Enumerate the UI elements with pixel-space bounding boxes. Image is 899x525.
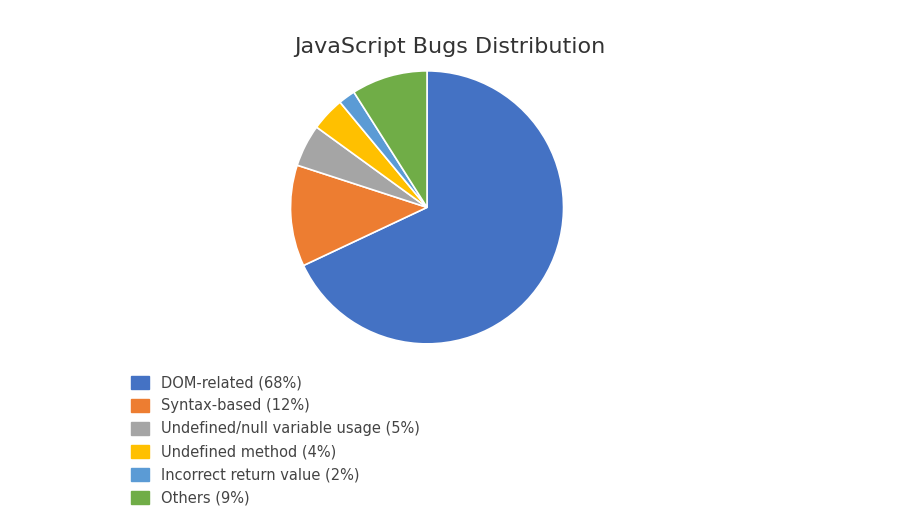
Legend: DOM-related (68%), Syntax-based (12%), Undefined/null variable usage (5%), Undef: DOM-related (68%), Syntax-based (12%), U… [124,368,427,512]
Wedge shape [304,71,564,344]
Wedge shape [290,165,427,266]
Wedge shape [354,71,427,207]
Wedge shape [316,102,427,207]
Wedge shape [340,92,427,207]
Wedge shape [298,127,427,207]
Text: JavaScript Bugs Distribution: JavaScript Bugs Distribution [294,37,605,57]
